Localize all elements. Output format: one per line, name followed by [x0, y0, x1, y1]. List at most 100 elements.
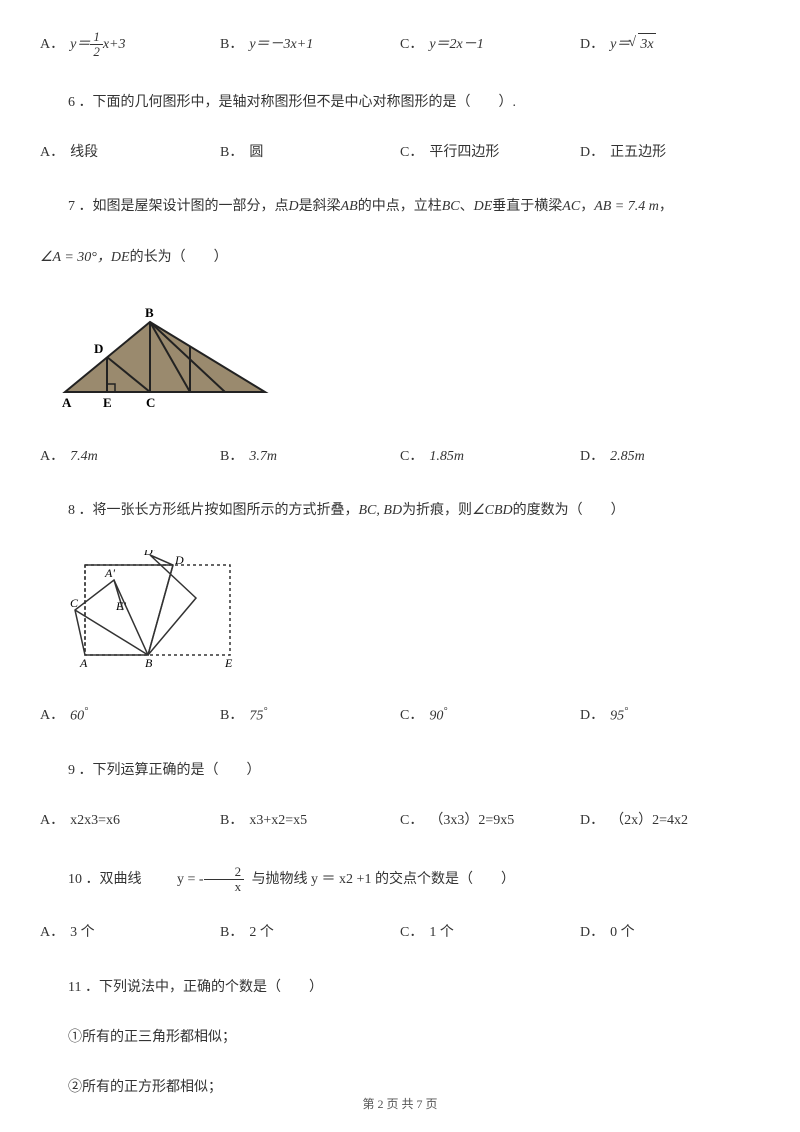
var: ∠A = 30°， [40, 250, 111, 265]
q7-diagram: A B C D E [60, 297, 270, 412]
label: A． [40, 810, 64, 832]
label-Dp: D' [143, 550, 156, 558]
q5-optC-label: C． [400, 34, 423, 56]
q9-optB: B．x3+x2=x5 [220, 810, 400, 832]
label-D: D [94, 341, 103, 356]
q11-line1: ①所有的正三角形都相似； [40, 1027, 760, 1049]
sqrt: 3x [630, 33, 655, 56]
text: y＝ [610, 37, 630, 52]
q5-optD-value: y＝ 3x [610, 33, 655, 56]
label-C: C [70, 596, 79, 610]
denominator: 2 [90, 45, 103, 59]
q6-optA: A．线段 [40, 142, 220, 164]
label: C． [400, 810, 423, 832]
q11-stem: 11 ．下列说法中，正确的个数是（ ） [40, 977, 760, 999]
fraction: 12 [90, 30, 103, 60]
q8-options: A．60° B．75° C．90° D．95° [40, 704, 760, 728]
var: AB [341, 199, 358, 214]
deg: ° [624, 706, 628, 717]
label: B． [220, 446, 243, 468]
label: D． [580, 705, 604, 727]
label: C． [400, 705, 423, 727]
deg: ° [84, 706, 88, 717]
label-D: D [174, 553, 184, 567]
label: A． [40, 705, 64, 727]
text: ， [659, 199, 673, 214]
numerator: 2 [204, 865, 245, 880]
var: AB = 7.4 m [594, 199, 659, 214]
q5-options: A． y＝12x+3 B． y＝－3x+1 C． y＝2x－1 D． y＝3x [40, 30, 760, 60]
eq: y = -2x [149, 865, 244, 895]
q10-optD: D． 0 个 [580, 922, 760, 944]
value: 95° [610, 704, 628, 728]
q5-optB-value: y＝－3x+1 [249, 34, 313, 56]
q7-optB: B． 3.7m [220, 446, 400, 468]
sqrt-inner: 3x [638, 33, 655, 56]
q8-diagram: A A' B C D D' E E' [70, 550, 240, 670]
q5-optD: D． y＝ 3x [580, 33, 760, 56]
text: x+3 [103, 37, 126, 52]
q7-optA: A．7.4m [40, 446, 220, 468]
value: 正五边形 [610, 142, 666, 164]
text: ， [580, 199, 594, 214]
value: 平行四边形 [429, 142, 499, 164]
q5-optD-label: D． [580, 34, 604, 56]
q7-optC: C．1.85m [400, 446, 580, 468]
var: ∠CBD [472, 503, 513, 518]
q9-stem: 9 ．下列运算正确的是（ ） [40, 760, 760, 782]
label-B: B [145, 305, 154, 320]
q9-optC: C． （3x3）2=9x5 [400, 810, 580, 832]
label: D． [580, 446, 604, 468]
text: 的中点，立柱 [358, 199, 442, 214]
value: 圆 [249, 142, 263, 164]
q5-optB-label: B． [220, 34, 243, 56]
value: 1.85m [429, 446, 464, 468]
q10-stem: 10 ．双曲线 y = -2x 与抛物线 y ＝ x2 +1 的交点个数是（ ） [40, 865, 760, 895]
q7-stem-line1: 7 ．如图是屋架设计图的一部分，点D是斜梁AB的中点，立柱BC、DE垂直于横梁A… [40, 196, 760, 218]
value: 60° [70, 704, 88, 728]
value: （2x）2=4x2 [610, 810, 688, 832]
value: 0 个 [610, 922, 635, 944]
label: D． [580, 922, 604, 944]
label: D． [580, 142, 604, 164]
numerator: 1 [90, 30, 103, 45]
value: （3x3）2=9x5 [429, 810, 514, 832]
q7-stem-line2: ∠A = 30°，DE的长为（ ） [40, 247, 760, 269]
value: 3.7m [249, 446, 277, 468]
q8-optA: A． 60° [40, 704, 220, 728]
label: B． [220, 705, 243, 727]
label-A: A [62, 395, 72, 410]
text: 是斜梁 [299, 199, 341, 214]
var: D [289, 199, 299, 214]
deg: ° [443, 706, 447, 717]
value: x2x3=x6 [70, 810, 120, 832]
label-Ep: E' [115, 599, 126, 613]
label: A． [40, 446, 64, 468]
text: 的长为（ ） [130, 250, 228, 265]
text: 10 ．双曲线 [68, 872, 142, 887]
label: A． [40, 142, 64, 164]
q6-optD: D． 正五边形 [580, 142, 760, 164]
q10-optC: C．1 个 [400, 922, 580, 944]
q10-optB: B．2 个 [220, 922, 400, 944]
var: AC [562, 199, 580, 214]
page-footer: 第 2 页 共 7 页 [0, 1095, 800, 1114]
prefix: y = - [177, 872, 204, 887]
q6-options: A．线段 B．圆 C．平行四边形 D．正五边形 [40, 142, 760, 164]
outer-triangle [65, 322, 265, 392]
q6-optB: B．圆 [220, 142, 400, 164]
q9-optD: D．（2x）2=4x2 [580, 810, 760, 832]
q10-options: A．3 个 B．2 个 C．1 个 D．0 个 [40, 922, 760, 944]
q9-options: A． x2x3=x6 B．x3+x2=x5 C． （3x3）2=9x5 D．（2x）… [40, 810, 760, 832]
q8-stem: 8 ．将一张长方形纸片按如图所示的方式折叠，BC, BD为折痕，则∠CBD的度数… [40, 500, 760, 522]
q5-optC-value: y＝2x－1 [429, 34, 483, 56]
q5-optC: C． y＝2x－1 [400, 34, 580, 56]
num: 95 [610, 708, 624, 723]
fraction: 2x [204, 865, 245, 895]
num: 75 [249, 708, 263, 723]
text: 与抛物线 y ＝ x2 +1 的交点个数是（ ） [252, 872, 515, 887]
num: 90 [429, 708, 443, 723]
num: 60 [70, 708, 84, 723]
q5-optB: B． y＝－3x+1 [220, 34, 400, 56]
label: A． [40, 922, 64, 944]
